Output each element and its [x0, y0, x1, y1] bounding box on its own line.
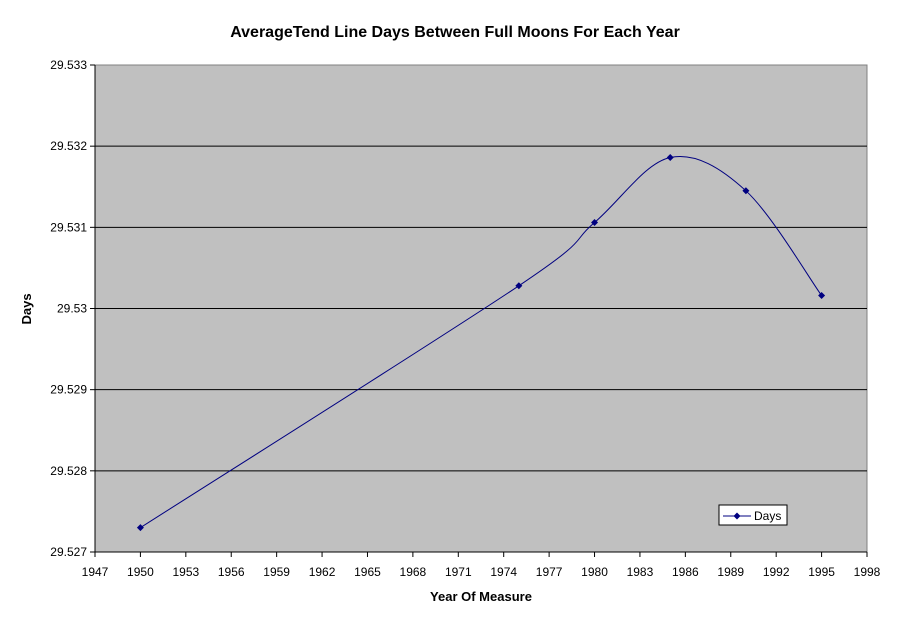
x-tick-label: 1971	[445, 565, 472, 579]
y-tick-label: 29.53	[57, 302, 87, 316]
x-tick-label: 1989	[717, 565, 744, 579]
x-tick-label: 1986	[672, 565, 699, 579]
x-tick-label: 1995	[808, 565, 835, 579]
x-tick-label: 1974	[490, 565, 517, 579]
x-tick-label: 1962	[309, 565, 336, 579]
y-tick-label: 29.531	[50, 220, 87, 234]
x-tick-label: 1977	[536, 565, 563, 579]
chart-title: AverageTend Line Days Between Full Moons…	[230, 24, 680, 41]
x-axis-title: Year Of Measure	[430, 589, 532, 604]
legend-label: Days	[754, 509, 781, 523]
y-tick-label: 29.532	[50, 139, 87, 153]
x-tick-label: 1956	[218, 565, 245, 579]
legend: Days	[718, 504, 788, 526]
y-tick-label: 29.529	[50, 383, 87, 397]
legend-box	[718, 504, 788, 526]
y-axis-title: Days	[19, 293, 34, 324]
y-tick-label: 29.528	[50, 464, 87, 478]
x-tick-label: 1947	[82, 565, 109, 579]
x-tick-label: 1965	[354, 565, 381, 579]
axes: 29.527 29.528 29.529 29.53 29.531 29.532 29.53…	[50, 58, 880, 579]
legend-marker	[733, 512, 741, 520]
series-layer	[136, 154, 826, 532]
data-point	[515, 282, 523, 290]
y-tick-label: 29.533	[50, 58, 87, 72]
x-tick-label: 1959	[263, 565, 290, 579]
x-tick-label: 1983	[627, 565, 654, 579]
x-tick-label: 1953	[172, 565, 199, 579]
data-point	[742, 187, 750, 195]
gridlines	[95, 145, 867, 472]
data-point	[591, 218, 599, 226]
x-tick-label: 1998	[854, 565, 881, 579]
data-point	[666, 154, 674, 162]
data-point	[136, 524, 144, 532]
y-tick-label: 29.527	[50, 545, 87, 559]
x-tick-label: 1992	[763, 565, 790, 579]
data-point	[818, 292, 826, 300]
x-tick-label: 1950	[127, 565, 154, 579]
x-tick-label: 1968	[400, 565, 427, 579]
x-tick-label: 1980	[581, 565, 608, 579]
